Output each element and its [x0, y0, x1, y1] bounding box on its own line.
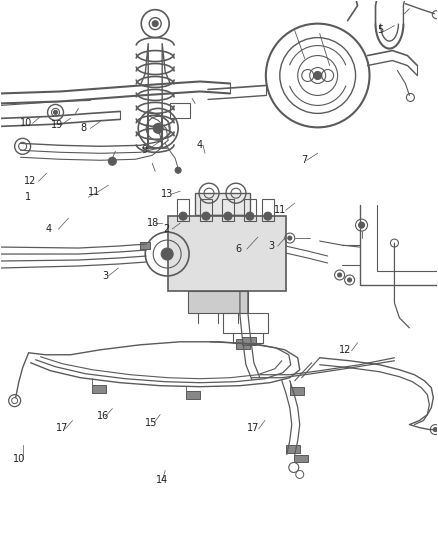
Bar — [170, 103, 190, 118]
Text: 10: 10 — [13, 454, 25, 464]
Bar — [290, 386, 304, 394]
Text: 19: 19 — [51, 120, 64, 130]
Text: 4: 4 — [46, 224, 52, 235]
Bar — [262, 199, 274, 221]
Circle shape — [264, 212, 272, 220]
Text: 5: 5 — [378, 26, 384, 36]
Circle shape — [179, 212, 187, 220]
Text: 17: 17 — [56, 423, 68, 433]
Text: 3: 3 — [102, 271, 109, 281]
Circle shape — [108, 157, 117, 165]
Text: 12: 12 — [339, 345, 352, 356]
Bar — [200, 215, 245, 233]
Circle shape — [246, 212, 254, 220]
Text: 16: 16 — [97, 411, 110, 422]
Circle shape — [338, 273, 342, 277]
Text: 6: 6 — [236, 245, 242, 254]
Circle shape — [202, 212, 210, 220]
Text: 2: 2 — [163, 224, 170, 235]
Circle shape — [359, 222, 364, 228]
Bar — [188, 291, 248, 313]
Bar — [244, 199, 256, 221]
Circle shape — [53, 110, 57, 115]
Bar — [168, 216, 286, 291]
Bar — [294, 455, 308, 463]
Circle shape — [314, 71, 321, 79]
Text: 9: 9 — [142, 144, 148, 155]
Text: 18: 18 — [146, 218, 159, 228]
Circle shape — [433, 427, 437, 432]
Text: 17: 17 — [247, 423, 259, 433]
Text: 11: 11 — [274, 205, 286, 215]
Bar — [286, 445, 300, 453]
Circle shape — [152, 21, 158, 27]
Text: 1: 1 — [25, 192, 31, 203]
Text: 15: 15 — [145, 418, 158, 428]
Text: 11: 11 — [88, 187, 101, 197]
Bar — [186, 391, 200, 399]
Bar — [200, 199, 212, 221]
Text: 14: 14 — [156, 475, 168, 485]
Bar — [236, 339, 250, 349]
Text: 8: 8 — [81, 123, 87, 133]
Text: 13: 13 — [160, 189, 173, 199]
Bar — [195, 193, 250, 215]
Text: 10: 10 — [20, 118, 32, 128]
Text: 7: 7 — [301, 155, 307, 165]
Circle shape — [348, 278, 352, 282]
Bar — [222, 199, 234, 221]
Bar — [140, 242, 150, 249]
Text: 4: 4 — [196, 140, 202, 150]
Circle shape — [288, 236, 292, 240]
Bar — [177, 199, 189, 221]
Text: 3: 3 — [268, 241, 275, 251]
Bar — [242, 337, 256, 345]
Circle shape — [161, 248, 173, 260]
Text: 12: 12 — [24, 176, 36, 187]
Circle shape — [175, 167, 181, 173]
Circle shape — [224, 212, 232, 220]
Circle shape — [153, 123, 163, 133]
Bar — [92, 385, 106, 393]
Bar — [223, 313, 268, 333]
